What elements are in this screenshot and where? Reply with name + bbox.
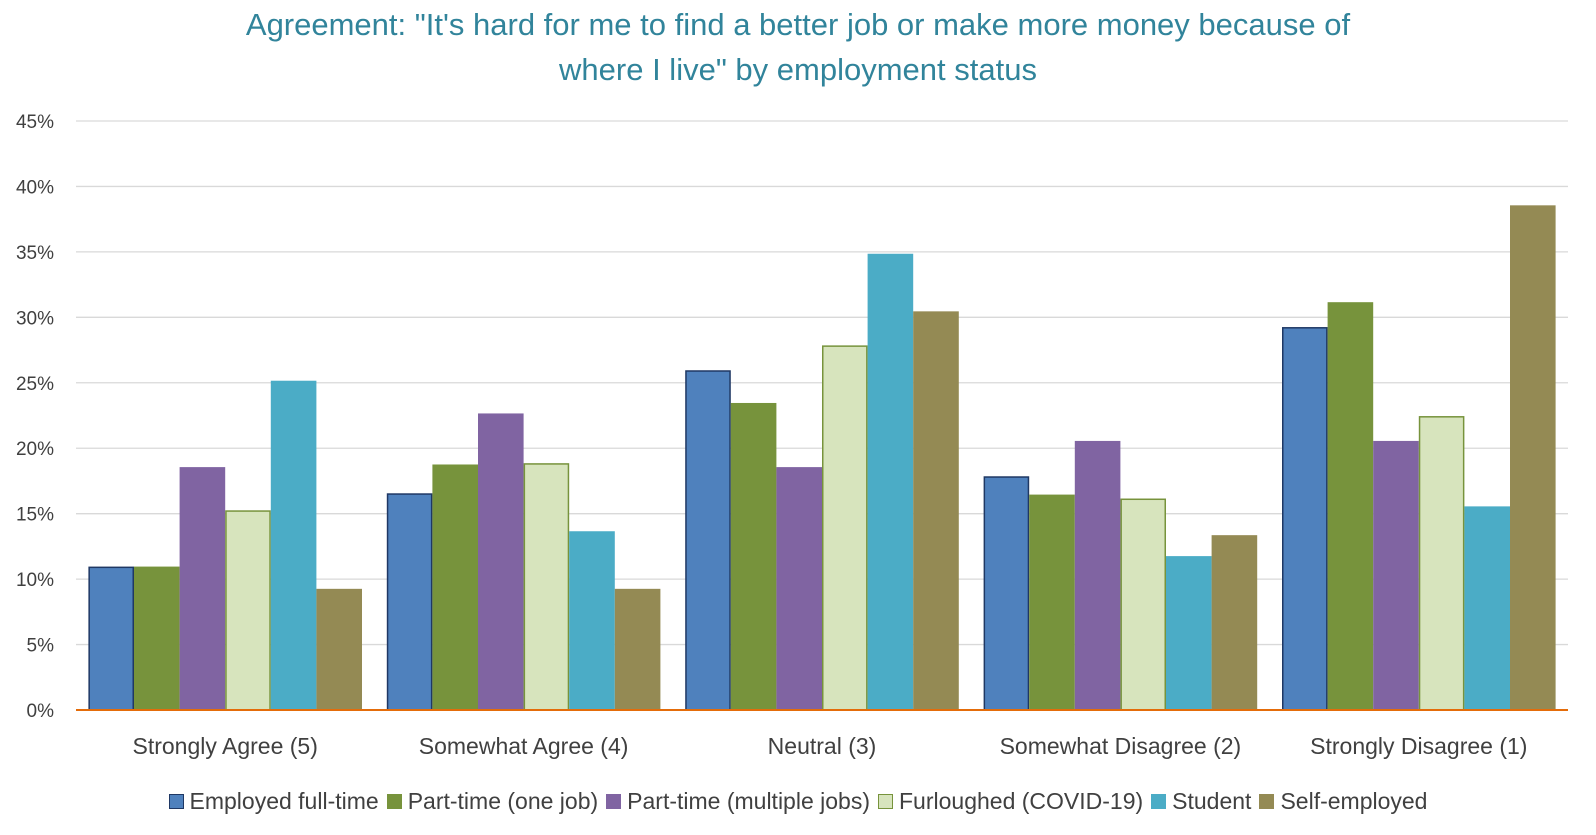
y-tick-label: 25% (16, 374, 54, 395)
bar (270, 380, 317, 711)
y-tick-label: 45% (16, 112, 54, 133)
y-tick-label: 5% (27, 636, 55, 657)
y-tick-label: 40% (16, 177, 54, 198)
legend-label: Furloughed (COVID-19) (899, 788, 1144, 814)
bar (1120, 498, 1167, 711)
x-category-label: Somewhat Disagree (2) (1000, 733, 1242, 759)
bar (386, 493, 433, 711)
bar (225, 510, 271, 711)
bar (134, 566, 180, 711)
legend-swatch (878, 794, 893, 809)
chart-title-line-2: where I live" by employment status (559, 52, 1037, 87)
bar (1510, 205, 1556, 711)
bar (179, 467, 226, 711)
bar (1074, 440, 1121, 711)
bar (983, 476, 1030, 711)
bar (1029, 494, 1075, 711)
bar (913, 311, 959, 711)
legend-item: Student (1151, 788, 1251, 815)
legend-swatch (386, 794, 402, 809)
bar (776, 467, 823, 711)
x-category-label: Strongly Disagree (1) (1310, 733, 1527, 759)
bar (614, 588, 661, 711)
y-tick-label: 35% (16, 243, 54, 264)
y-tick-label: 10% (16, 570, 54, 591)
bar (730, 402, 777, 711)
x-category-label: Somewhat Agree (4) (419, 733, 629, 759)
bar (88, 566, 134, 711)
x-axis-category-labels: Strongly Agree (5) Somewhat Agree (4) Neut… (133, 733, 1528, 759)
bar (685, 370, 731, 711)
bar (316, 588, 362, 711)
legend-swatch (606, 794, 622, 809)
legend-label: Employed full-time (189, 788, 379, 814)
y-tick-label: 0% (27, 701, 55, 722)
y-tick-label: 20% (16, 439, 54, 460)
bar (432, 464, 478, 711)
bar (1327, 302, 1374, 711)
bar (478, 413, 524, 711)
legend-label: Self-employed (1280, 788, 1428, 814)
legend: Employed full-time Part-time (one job) Par… (0, 788, 1596, 815)
bar (1373, 440, 1419, 711)
legend-swatch (1259, 794, 1275, 809)
bar (523, 463, 570, 711)
legend-item: Employed full-time (168, 788, 379, 815)
bar (1211, 535, 1258, 711)
legend-label: Part-time (one job) (407, 788, 599, 814)
legend-label: Part-time (multiple jobs) (627, 788, 870, 814)
chart-title: Agreement: "It's hard for me to find a b… (0, 2, 1596, 92)
y-tick-label: 15% (16, 505, 54, 526)
bar (569, 531, 615, 711)
y-axis-tick-labels: 0% 5% 10% 15% 20% 25% 30% 35% 40% 45% (16, 112, 54, 722)
legend-item: Part-time (one job) (386, 788, 599, 815)
legend-label: Student (1172, 788, 1252, 814)
x-category-label: Strongly Agree (5) (133, 733, 318, 759)
bar (1464, 506, 1511, 711)
bar (1418, 416, 1465, 711)
x-category-label: Neutral (3) (768, 733, 877, 759)
legend-item: Self-employed (1259, 788, 1427, 815)
legend-item: Part-time (multiple jobs) (606, 788, 870, 815)
bars (88, 205, 1556, 711)
legend-item: Furloughed (COVID-19) (878, 788, 1143, 815)
bar (1166, 556, 1212, 711)
chart-title-line-1: Agreement: "It's hard for me to find a b… (245, 7, 1351, 42)
bar (1282, 327, 1328, 711)
legend-swatch (168, 794, 184, 809)
y-tick-label: 30% (16, 308, 54, 329)
legend-swatch (1151, 794, 1167, 809)
bar (822, 345, 868, 711)
bar (867, 253, 914, 711)
